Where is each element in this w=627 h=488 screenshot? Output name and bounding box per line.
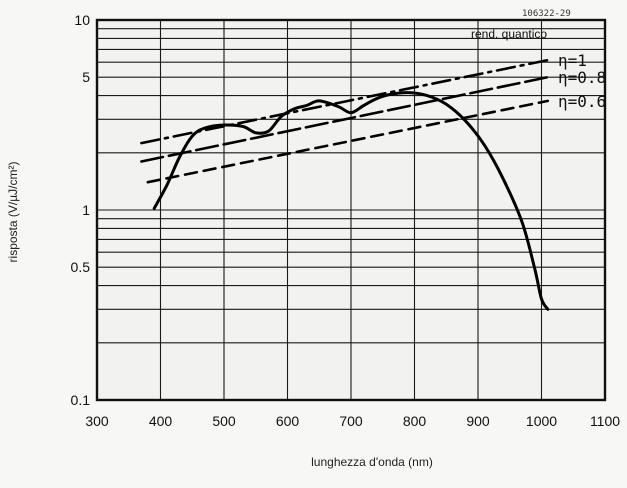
x-tick-label: 1100 [590, 413, 620, 429]
x-tick-label: 600 [276, 413, 300, 429]
x-tick-label: 500 [212, 413, 236, 429]
grid [97, 20, 605, 400]
ref-code: 106322-29 [522, 9, 571, 19]
series-line-longdash [140, 75, 550, 163]
x-tick-label: 800 [403, 413, 427, 429]
plot-frame [95, 18, 607, 402]
eta-labels: η=1η=0.8 η=0.6 [558, 51, 606, 111]
y-tick-label: 10 [74, 12, 90, 28]
x-axis-label: lunghezza d'onda (nm) [311, 455, 433, 469]
series-line-dashdot [140, 58, 550, 145]
eta-label: η=0.6 [558, 92, 606, 111]
y-tick-label: 0.1 [71, 392, 91, 408]
x-tick-label: 700 [339, 413, 363, 429]
x-tick-label: 1000 [526, 413, 557, 429]
series-line-solid [152, 91, 550, 311]
y-tick-label: 0.5 [71, 259, 91, 275]
eta-label: η=0.8 [558, 68, 606, 87]
curves [140, 58, 550, 311]
y-axis-label: risposta (V/µJ/cm²) [6, 162, 20, 263]
x-tick-label: 400 [149, 413, 173, 429]
series-line-dash [146, 99, 550, 184]
y-tick-label: 5 [82, 69, 90, 85]
legend-title: rend. quantico [471, 27, 547, 41]
x-tick-label: 300 [85, 413, 109, 429]
y-tick-label: 1 [82, 202, 90, 218]
tick-labels: 300 400 500 600 700 800 900 1000 1100 0.1 0.5 1 5 10 [71, 12, 621, 429]
eta-label: η=1 [558, 51, 587, 70]
x-tick-label: 900 [466, 413, 490, 429]
